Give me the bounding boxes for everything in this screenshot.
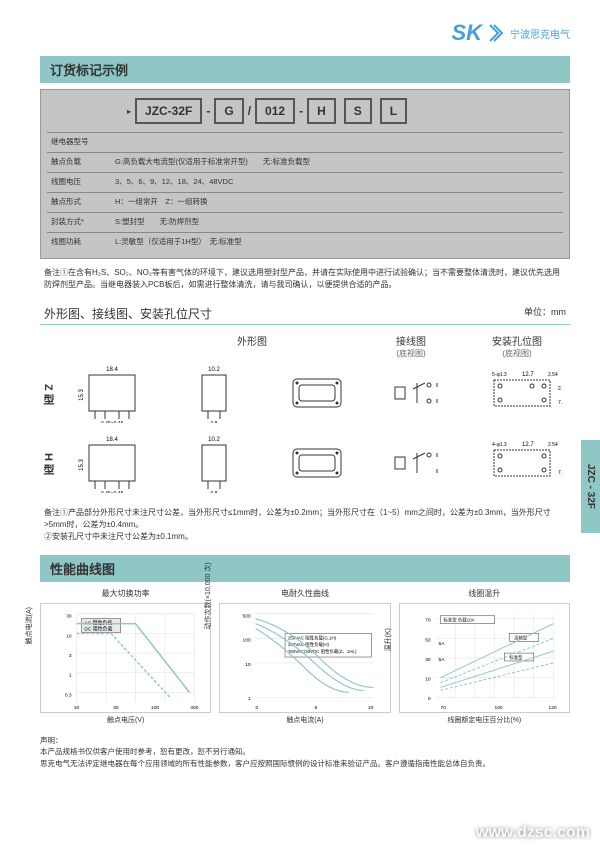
section-order-title: 订货标记示例	[40, 56, 570, 83]
order-code: ▸ JZC-32F - G / 012 - H S L	[127, 98, 563, 124]
logo-icon: SK	[451, 20, 482, 46]
footer-disclaimer: 声明： 本产品规格书仅供客户使用时参考，恕有更改，恕不另行通知。 思克电气无法评…	[40, 735, 570, 769]
order-row: 触点形式H：一组常开 Z：一组转换	[47, 192, 563, 210]
svg-text:0.8: 0.8	[211, 421, 218, 423]
unit-label: 单位：mm	[524, 305, 566, 322]
svg-text:5A: 5A	[438, 657, 445, 663]
svg-text:30: 30	[425, 657, 431, 663]
order-row: 线圈功耗L:灵敏型（仅适用于1H型） 无:标准型	[47, 232, 563, 250]
dimensions-section: 外形图 接线图(底视图) 安装孔位图(底视图) Z 型 18.4 15.3 0.45…	[40, 333, 570, 495]
svg-text:100: 100	[151, 705, 159, 711]
order-part-load: G	[214, 98, 243, 124]
type-h-label: H 型	[40, 433, 56, 495]
h-mounting: 4-φ1.3 12.7 2.54 7.6	[474, 438, 570, 490]
svg-text:70: 70	[440, 705, 446, 711]
z-side-view: 10.2 0.8	[166, 363, 262, 425]
chart-durability: 电耐久性曲线 250VAC 阻性负载(G.1H) 250VAC 阻性负载(H) …	[219, 588, 390, 725]
svg-text:0: 0	[256, 705, 259, 711]
svg-text:4-φ1.3: 4-φ1.3	[492, 442, 507, 448]
svg-text:30: 30	[66, 614, 72, 620]
z-bottom-view	[269, 373, 365, 415]
svg-text:10: 10	[425, 677, 431, 683]
svg-text:7.6: 7.6	[558, 400, 562, 406]
order-row: 线圈电压3、5、6、9、12、18、24、48VDC	[47, 172, 563, 190]
svg-text:2.54: 2.54	[548, 372, 558, 378]
note-2: 备注①产品部分外形尺寸未注尺寸公差，当外形尺寸≤1mm时，公差为±0.2mm；当…	[40, 507, 570, 543]
type-z-label: Z 型	[40, 364, 56, 425]
svg-text:0: 0	[428, 696, 431, 702]
order-row: 继电器型号	[47, 132, 563, 150]
svg-text:5-φ1.3: 5-φ1.3	[492, 372, 507, 378]
svg-text:10.2: 10.2	[208, 367, 220, 373]
svg-text:15.3: 15.3	[79, 459, 85, 471]
svg-text:10: 10	[246, 662, 252, 668]
svg-text:15.3: 15.3	[79, 389, 85, 401]
z-front-view: 18.4 15.3 0.45×0.45	[64, 363, 160, 425]
svg-text:500: 500	[243, 614, 251, 620]
svg-text:0.45×0.45: 0.45×0.45	[101, 491, 124, 493]
svg-text:5A: 5A	[438, 641, 445, 647]
svg-text:12.7: 12.7	[522, 442, 534, 448]
chart-max-switch: 最大切换功率 AC 阻性负载DC 阻性负载 3010310.3 10301003…	[40, 588, 211, 725]
side-tab: JZC - 32F	[581, 440, 600, 533]
svg-text:250VAC 阻性负载(H): 250VAC 阻性负载(H)	[288, 641, 330, 648]
dim-row-z: Z 型 18.4 15.3 0.45×0.45 10.2 0.8 5-φ1.3 12.7…	[40, 363, 570, 425]
svg-text:10: 10	[66, 633, 72, 639]
dim-width: 18.4	[106, 367, 118, 373]
svg-text:10: 10	[368, 705, 374, 711]
svg-text:120: 120	[548, 705, 556, 711]
svg-text:0.3: 0.3	[65, 692, 72, 698]
svg-text:0.45×0.45: 0.45×0.45	[101, 421, 124, 423]
header: SK 宁波思克电气	[40, 20, 570, 46]
svg-text:标准型 负载10A: 标准型 负载10A	[443, 617, 474, 624]
dim-row-h: H 型 18.4 15.3 0.45×0.45 10.2 0.8 4-φ1.3 12.7…	[40, 433, 570, 495]
section-dims-title: 外形图、接线图、安装孔位尺寸 单位：mm	[40, 303, 570, 325]
order-part-contact: H	[307, 98, 336, 124]
chart-temp-rise: 线圈温升 标准型 负载10A 灵敏型 标准型 5A5A	[399, 588, 570, 725]
h-front-view: 18.4 15.3 0.45×0.45	[64, 433, 160, 495]
svg-text:DC 阻性负载: DC 阻性负载	[84, 626, 112, 633]
order-rows: 继电器型号 触点负载G:高负载大电流型(仅适用于标准常开型) 无:标准负载型 线…	[47, 132, 563, 250]
logo-company: 宁波思克电气	[510, 26, 570, 41]
svg-text:7.6: 7.6	[558, 470, 562, 476]
svg-text:18.4: 18.4	[106, 437, 118, 443]
svg-text:50: 50	[425, 637, 431, 643]
order-row: 触点负载G:高负载大电流型(仅适用于标准常开型) 无:标准负载型	[47, 152, 563, 170]
order-part-power: L	[380, 98, 407, 124]
svg-text:100: 100	[243, 637, 251, 643]
svg-text:300: 300	[190, 705, 198, 711]
charts-row: 最大切换功率 AC 阻性负载DC 阻性负载 3010310.3 10301003…	[40, 588, 570, 725]
order-block: ▸ JZC-32F - G / 012 - H S L 继电器型号 触点负载G:…	[40, 89, 570, 259]
h-bottom-view	[269, 443, 365, 485]
svg-text:2.6: 2.6	[558, 386, 562, 392]
svg-text:1: 1	[248, 696, 251, 702]
svg-text:100: 100	[494, 705, 502, 711]
svg-text:0.8: 0.8	[211, 491, 218, 493]
section-curves-title: 性能曲线图	[40, 555, 570, 582]
svg-text:12.7: 12.7	[522, 372, 534, 378]
svg-text:10.2: 10.2	[208, 437, 220, 443]
order-part-seal: S	[344, 98, 372, 124]
note-1: 备注①在含有H₂S、SO₂、NO₂等有害气体的环境下，建议选用塑封型产品，并请在…	[40, 267, 570, 291]
dim-headers: 外形图 接线图(底视图) 安装孔位图(底视图)	[40, 333, 570, 359]
h-wiring	[371, 443, 467, 485]
z-mounting: 5-φ1.3 12.7 2.54 2.6 7.6	[474, 368, 570, 420]
logo: SK 宁波思克电气	[451, 20, 570, 46]
z-wiring	[371, 373, 467, 415]
svg-text:30: 30	[113, 705, 119, 711]
svg-text:3: 3	[69, 653, 72, 659]
order-part-voltage: 012	[255, 98, 295, 124]
svg-text:2.54: 2.54	[548, 442, 558, 448]
svg-text:70: 70	[425, 618, 431, 624]
svg-text:10: 10	[74, 705, 80, 711]
order-row: 封装方式*S:塑封型 无:防焊剂型	[47, 212, 563, 230]
order-part-model: JZC-32F	[135, 98, 202, 124]
svg-text:5: 5	[315, 705, 318, 711]
logo-arrow-icon	[488, 23, 504, 43]
svg-text:灵敏型: 灵敏型	[514, 634, 528, 641]
watermark: www.dzsc.com	[476, 824, 590, 842]
h-side-view: 10.2 0.8	[166, 433, 262, 495]
svg-text:1: 1	[69, 673, 72, 679]
